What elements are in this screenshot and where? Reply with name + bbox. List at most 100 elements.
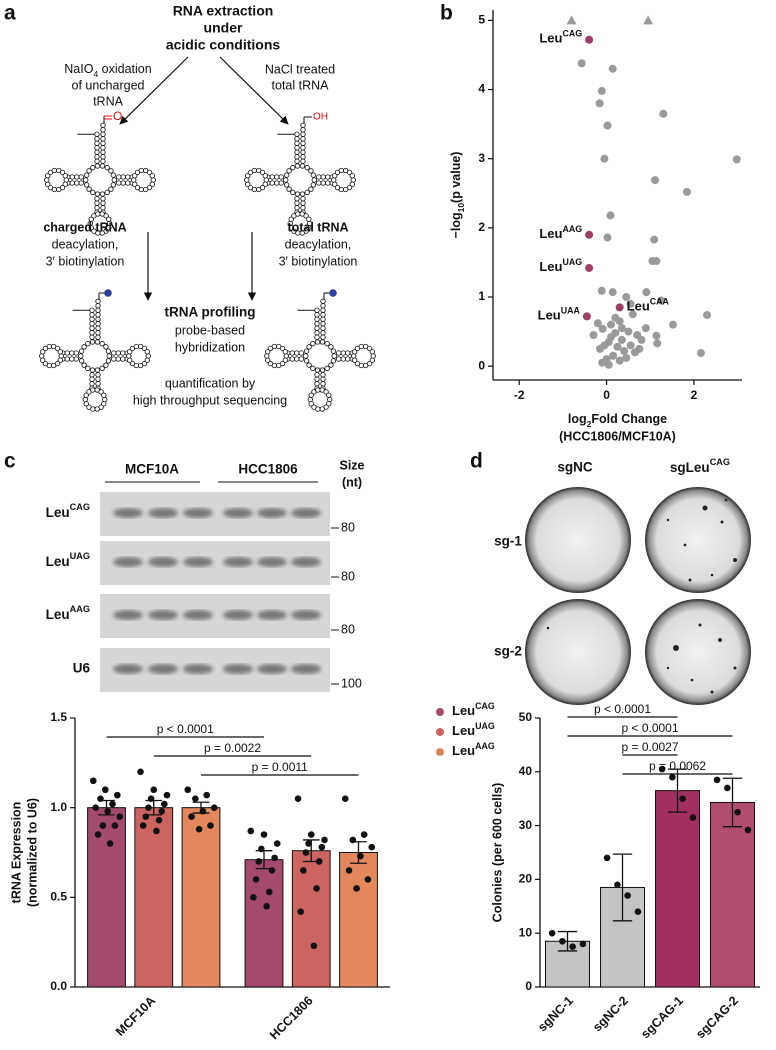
replicate-point bbox=[634, 908, 642, 915]
text-part: −log bbox=[449, 212, 463, 238]
replicate-point bbox=[184, 786, 192, 794]
row-label: sg-2 bbox=[494, 644, 522, 659]
colony bbox=[724, 498, 728, 502]
p-value: p = 0.0027 bbox=[621, 740, 678, 754]
step-text: NaCl treated bbox=[265, 62, 335, 76]
replicate-point bbox=[158, 807, 165, 815]
data-point bbox=[598, 358, 607, 367]
y-axis-label: Colonies (per 600 cells) bbox=[490, 783, 504, 923]
replicate-point bbox=[104, 807, 112, 815]
text-part: Leu bbox=[539, 31, 562, 46]
plate bbox=[525, 487, 631, 593]
data-point bbox=[641, 324, 650, 333]
colony bbox=[673, 645, 679, 651]
x-axis-label: log2Fold Change bbox=[568, 412, 667, 429]
size-marker-label: 100 bbox=[341, 676, 362, 690]
replicate-point bbox=[92, 804, 99, 811]
point-label: LeuAAG bbox=[539, 224, 582, 241]
y-tick-label: 30 bbox=[519, 818, 533, 832]
step-text: total tRNA bbox=[272, 78, 330, 92]
point-label: LeuUAA bbox=[538, 306, 581, 323]
replicate-point bbox=[271, 854, 278, 862]
size-label: (nt) bbox=[342, 475, 362, 489]
step-text: probe-based bbox=[175, 323, 245, 337]
replicate-point bbox=[318, 843, 326, 851]
colony bbox=[710, 690, 714, 694]
panel-label: c bbox=[4, 450, 16, 473]
replicate-point bbox=[207, 822, 214, 829]
data-point bbox=[668, 320, 677, 329]
y-tick-label: 10 bbox=[519, 925, 533, 939]
data-point bbox=[606, 211, 615, 220]
p-value: p < 0.0001 bbox=[621, 721, 678, 735]
data-point bbox=[622, 293, 631, 302]
data-point bbox=[626, 341, 635, 350]
data-point bbox=[657, 296, 666, 305]
x-tick-label: 2 bbox=[691, 388, 698, 402]
replicate-point bbox=[321, 836, 328, 844]
text-part: 10 bbox=[456, 203, 466, 213]
replicate-point bbox=[195, 825, 203, 833]
colony bbox=[718, 638, 722, 642]
data-point bbox=[613, 342, 622, 351]
aldehyde-label: O bbox=[113, 109, 122, 123]
row-label: sg-1 bbox=[494, 534, 522, 549]
replicate-point bbox=[260, 831, 268, 838]
y-tick-label: 0.5 bbox=[50, 890, 67, 904]
x-tick-label: sgNC-1 bbox=[535, 994, 576, 1035]
data-point bbox=[608, 64, 617, 73]
data-point bbox=[595, 99, 604, 108]
text-part: oxidation bbox=[98, 62, 152, 76]
data-point bbox=[659, 109, 668, 118]
bar bbox=[339, 852, 378, 988]
data-point bbox=[617, 335, 626, 344]
replicate-point bbox=[345, 867, 353, 874]
text-part: CAG bbox=[710, 457, 730, 467]
y-tick-label: 40 bbox=[519, 764, 533, 778]
text-part: AAG bbox=[475, 741, 495, 751]
replicate-point bbox=[624, 892, 631, 899]
replicate-point bbox=[360, 831, 368, 838]
data-point bbox=[650, 235, 659, 244]
y-tick-label: 3 bbox=[478, 151, 485, 165]
replicate-point bbox=[294, 795, 302, 802]
data-point bbox=[606, 320, 615, 329]
data-point bbox=[589, 331, 598, 340]
blot-band bbox=[291, 664, 321, 674]
colony bbox=[666, 666, 670, 670]
text-part: Leu bbox=[46, 554, 70, 569]
p-value: p = 0.0062 bbox=[649, 759, 706, 773]
data-point bbox=[732, 155, 741, 164]
p-value: p < 0.0001 bbox=[594, 702, 651, 716]
text-part: CAG bbox=[70, 502, 90, 512]
row-label: LeuUAG bbox=[46, 551, 90, 568]
y-tick-label: 1 bbox=[478, 289, 485, 303]
data-point bbox=[611, 313, 620, 322]
replicate-point bbox=[116, 813, 124, 820]
replicate-point bbox=[579, 940, 587, 948]
replicate-point bbox=[713, 776, 721, 784]
replicate-point bbox=[150, 786, 158, 794]
data-point bbox=[648, 257, 657, 266]
replicate-point bbox=[111, 822, 119, 829]
error-bar bbox=[255, 850, 273, 870]
replicate-point bbox=[101, 786, 109, 794]
y-axis-label: tRNA Expression bbox=[9, 802, 23, 904]
replicate-point bbox=[353, 885, 360, 892]
text-part: (p value) bbox=[449, 152, 463, 203]
row-label: U6 bbox=[73, 661, 91, 676]
error-bar bbox=[192, 801, 210, 814]
blot-band bbox=[113, 557, 143, 567]
step-text: deacylation, bbox=[285, 237, 352, 251]
y-tick-label: 1.5 bbox=[50, 710, 67, 724]
replicate-point bbox=[155, 816, 163, 824]
replicate-point bbox=[106, 840, 114, 847]
bar bbox=[181, 807, 221, 988]
y-tick-label: 20 bbox=[519, 872, 533, 886]
data-point bbox=[608, 288, 617, 297]
x-tick-label: sgCAG-1 bbox=[638, 994, 686, 1042]
point-label: LeuCAG bbox=[539, 29, 582, 46]
replicate-point bbox=[250, 894, 257, 901]
replicate-point bbox=[559, 937, 566, 945]
data-point bbox=[593, 319, 602, 328]
